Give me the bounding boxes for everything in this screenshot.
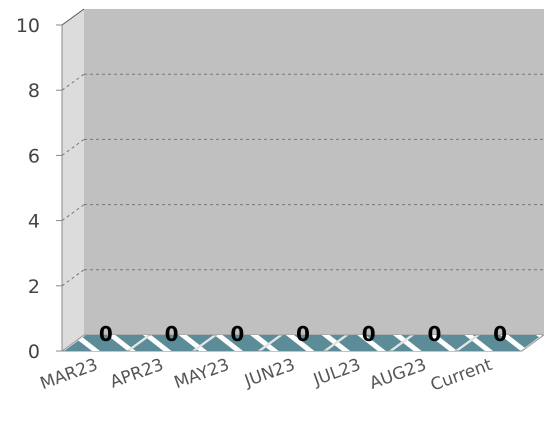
x-tick-label: APR23 — [107, 355, 166, 393]
y-tick-label: 4 — [28, 211, 40, 233]
bar — [392, 335, 477, 351]
data-label: 0 — [493, 322, 507, 346]
x-tick-label: Current — [428, 355, 495, 396]
data-label: 0 — [99, 322, 113, 346]
y-tick-label: 2 — [28, 276, 40, 298]
y-axis-ticks: 0 2 4 6 8 10 — [16, 15, 62, 363]
y-tick-label: 8 — [28, 80, 40, 102]
bar — [261, 335, 345, 351]
x-tick-label: JUN23 — [241, 355, 297, 392]
bars — [64, 335, 542, 351]
x-tick-label: AUG23 — [367, 355, 429, 394]
bar — [129, 335, 214, 351]
gridlines — [61, 73, 544, 287]
gridline-side — [61, 138, 85, 156]
x-tick-label: JUL23 — [310, 355, 363, 391]
y-tick-label: 0 — [28, 341, 40, 363]
data-label: 0 — [427, 322, 441, 346]
data-label: 0 — [362, 322, 376, 346]
bar — [458, 335, 542, 351]
gridline-side — [61, 73, 85, 91]
back-wall — [84, 9, 544, 335]
plot-area — [60, 8, 544, 352]
data-label: 0 — [230, 322, 244, 346]
data-labels: 0 0 0 0 0 0 0 — [99, 322, 507, 346]
back-wall-top-edge — [61, 8, 85, 26]
x-tick-label: MAR23 — [38, 355, 101, 394]
gridline-side — [61, 204, 85, 222]
bar — [64, 335, 148, 351]
side-wall — [62, 9, 84, 351]
y-tick-label: 6 — [28, 145, 40, 167]
gridline-side — [61, 269, 85, 287]
bar — [195, 335, 280, 351]
data-label: 0 — [165, 322, 179, 346]
data-label: 0 — [296, 322, 310, 346]
bar — [326, 335, 411, 351]
x-tick-label: MAY23 — [172, 355, 232, 393]
y-tick-label: 10 — [16, 15, 40, 37]
